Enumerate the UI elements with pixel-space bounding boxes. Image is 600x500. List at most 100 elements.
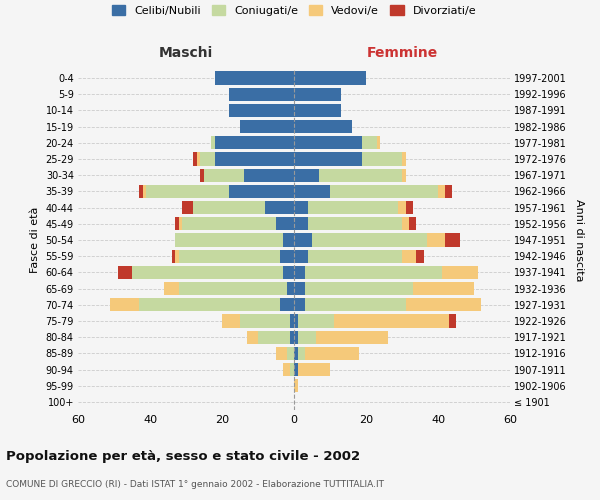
Y-axis label: Anni di nascita: Anni di nascita xyxy=(574,198,584,281)
Bar xyxy=(290,330,294,344)
Bar xyxy=(308,250,402,263)
Bar xyxy=(179,217,182,230)
Bar xyxy=(215,152,294,166)
Bar xyxy=(319,168,402,182)
Bar xyxy=(283,266,294,279)
Bar xyxy=(287,346,294,360)
Bar xyxy=(438,185,445,198)
Bar xyxy=(294,363,298,376)
Bar xyxy=(132,266,283,279)
Bar xyxy=(265,201,294,214)
Bar xyxy=(240,314,290,328)
Bar xyxy=(175,234,283,246)
Bar xyxy=(416,250,424,263)
Bar xyxy=(334,314,449,328)
Text: Maschi: Maschi xyxy=(159,46,213,60)
Bar xyxy=(172,250,175,263)
Bar xyxy=(294,120,352,134)
Bar xyxy=(294,330,298,344)
Y-axis label: Fasce di età: Fasce di età xyxy=(30,207,40,273)
Bar xyxy=(118,266,132,279)
Bar xyxy=(362,152,402,166)
Bar xyxy=(294,234,312,246)
Bar xyxy=(445,234,460,246)
Bar xyxy=(294,379,298,392)
Bar xyxy=(305,346,359,360)
Bar xyxy=(229,104,294,117)
Bar xyxy=(164,282,179,295)
Text: Femmine: Femmine xyxy=(367,46,437,60)
Bar xyxy=(200,168,204,182)
Bar xyxy=(204,168,244,182)
Bar xyxy=(305,298,406,312)
Bar xyxy=(402,250,416,263)
Bar xyxy=(362,136,377,149)
Bar xyxy=(211,136,215,149)
Bar xyxy=(294,266,305,279)
Bar xyxy=(290,363,294,376)
Bar xyxy=(215,136,294,149)
Bar xyxy=(179,282,287,295)
Bar xyxy=(330,185,438,198)
Bar xyxy=(294,201,308,214)
Bar xyxy=(294,282,305,295)
Bar xyxy=(280,298,294,312)
Bar xyxy=(377,136,380,149)
Bar xyxy=(294,152,362,166)
Bar xyxy=(406,201,413,214)
Bar xyxy=(308,201,398,214)
Bar xyxy=(294,136,362,149)
Bar xyxy=(294,217,308,230)
Bar xyxy=(298,314,334,328)
Bar xyxy=(222,314,240,328)
Bar xyxy=(294,346,298,360)
Bar xyxy=(294,314,298,328)
Text: Popolazione per età, sesso e stato civile - 2002: Popolazione per età, sesso e stato civil… xyxy=(6,450,360,463)
Bar xyxy=(200,152,215,166)
Bar xyxy=(294,72,366,85)
Bar xyxy=(287,282,294,295)
Bar xyxy=(398,201,406,214)
Bar xyxy=(139,298,280,312)
Bar xyxy=(402,152,406,166)
Bar xyxy=(298,330,316,344)
Bar xyxy=(283,234,294,246)
Bar xyxy=(276,217,294,230)
Bar xyxy=(215,72,294,85)
Bar xyxy=(402,217,409,230)
Bar xyxy=(175,250,179,263)
Bar xyxy=(240,120,294,134)
Bar xyxy=(294,88,341,101)
Bar xyxy=(308,217,402,230)
Bar xyxy=(290,314,294,328)
Bar xyxy=(305,266,442,279)
Bar xyxy=(442,266,478,279)
Bar xyxy=(229,185,294,198)
Bar xyxy=(445,185,452,198)
Bar xyxy=(179,250,280,263)
Bar xyxy=(402,168,406,182)
Bar xyxy=(294,250,308,263)
Bar xyxy=(427,234,445,246)
Bar xyxy=(143,185,146,198)
Legend: Celibi/Nubili, Coniugati/e, Vedovi/e, Divorziati/e: Celibi/Nubili, Coniugati/e, Vedovi/e, Di… xyxy=(107,1,481,20)
Bar xyxy=(247,330,258,344)
Bar xyxy=(406,298,481,312)
Bar xyxy=(182,201,193,214)
Bar xyxy=(175,217,179,230)
Bar xyxy=(193,201,265,214)
Bar xyxy=(294,185,330,198)
Bar xyxy=(193,152,197,166)
Bar xyxy=(294,298,305,312)
Bar xyxy=(298,363,330,376)
Bar xyxy=(294,104,341,117)
Bar xyxy=(110,298,139,312)
Bar xyxy=(413,282,474,295)
Bar xyxy=(229,88,294,101)
Bar xyxy=(298,346,305,360)
Bar xyxy=(294,168,319,182)
Bar xyxy=(276,346,287,360)
Bar xyxy=(182,217,276,230)
Bar xyxy=(316,330,388,344)
Bar xyxy=(146,185,229,198)
